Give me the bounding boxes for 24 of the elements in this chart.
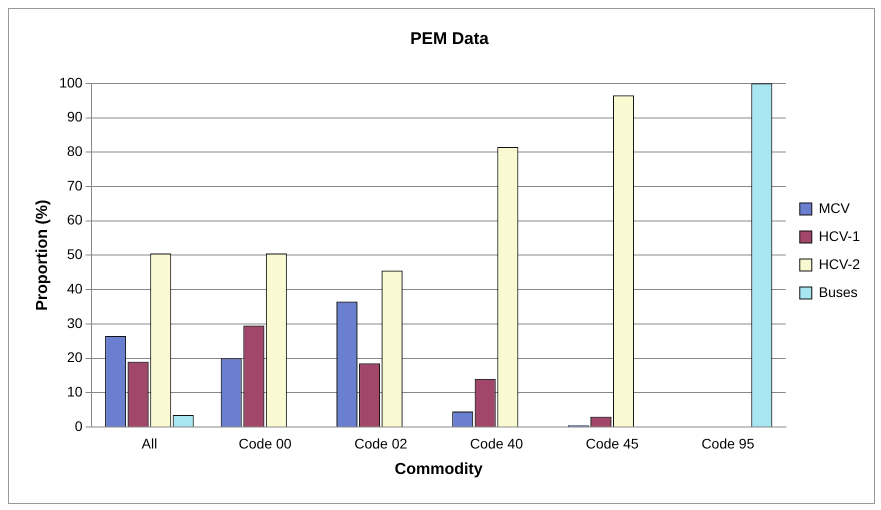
y-tick-label: 50 bbox=[66, 246, 83, 262]
chart-title: PEM Data bbox=[410, 28, 490, 48]
y-tick-label: 30 bbox=[66, 314, 83, 331]
y-tick-label: 0 bbox=[74, 418, 83, 434]
y-tick-label: 90 bbox=[66, 108, 83, 125]
y-tick-label: 60 bbox=[66, 212, 83, 228]
x-tick-label: Code 02 bbox=[354, 435, 408, 452]
y-tick-label: 100 bbox=[59, 74, 83, 90]
x-tick-label: Code 40 bbox=[470, 435, 524, 452]
x-tick-label: Code 45 bbox=[586, 435, 639, 452]
y-tick-label: 10 bbox=[66, 384, 83, 400]
legend-label: MCV bbox=[818, 200, 851, 216]
y-tick-label: 40 bbox=[66, 280, 83, 296]
y-tick-label: 80 bbox=[66, 142, 83, 159]
x-axis-title: Commodity bbox=[394, 460, 483, 478]
x-tick-label: All bbox=[142, 435, 158, 452]
y-tick-label: 20 bbox=[66, 349, 83, 366]
x-tick-label: Code 00 bbox=[238, 435, 292, 452]
legend-label: HCV-2 bbox=[818, 256, 860, 272]
y-tick-label: 70 bbox=[66, 177, 83, 194]
legend-label: Buses bbox=[818, 284, 858, 300]
y-axis-title: Proportion (%) bbox=[34, 200, 52, 311]
legend-label: HCV-1 bbox=[818, 228, 860, 244]
x-tick-label: Code 95 bbox=[701, 435, 755, 452]
